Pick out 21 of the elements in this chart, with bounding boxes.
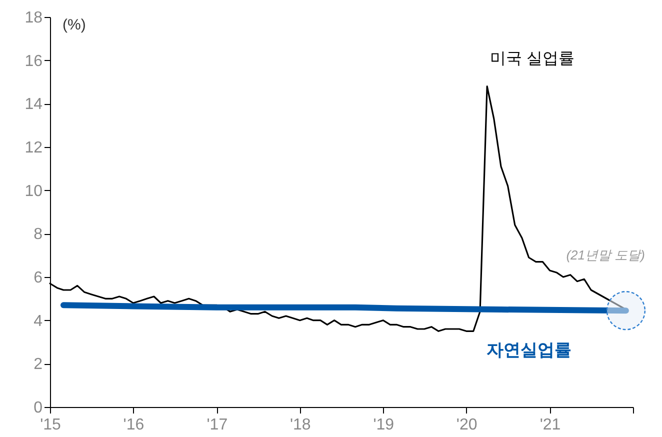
x-tick-label: '21 bbox=[540, 416, 561, 434]
y-tick-label: 16 bbox=[24, 52, 43, 70]
annotation: (21년말 도달) bbox=[566, 248, 645, 263]
x-tick-label: '16 bbox=[123, 416, 144, 434]
y-tick-label: 18 bbox=[24, 10, 43, 26]
x-tick-label: '15 bbox=[40, 416, 62, 434]
y-tick-label: 8 bbox=[34, 226, 43, 244]
x-tick-label: '20 bbox=[456, 416, 478, 434]
series-label: 미국 실업률 bbox=[490, 50, 574, 68]
y-tick-label: 6 bbox=[34, 270, 43, 286]
y-tick-label: 10 bbox=[24, 182, 43, 200]
y-tick-label: 14 bbox=[24, 96, 43, 114]
y-tick-label: 2 bbox=[34, 356, 43, 374]
x-tick-label: '18 bbox=[290, 416, 311, 434]
y-tick-label: 0 bbox=[34, 400, 43, 416]
y-tick-label: 4 bbox=[34, 312, 43, 330]
y-tick-label: 12 bbox=[24, 140, 43, 156]
x-tick-label: '17 bbox=[206, 416, 228, 434]
x-tick-label: '19 bbox=[373, 416, 394, 434]
y-axis-title: (%) bbox=[62, 16, 86, 34]
series-label: 자연실업률 bbox=[486, 340, 572, 360]
